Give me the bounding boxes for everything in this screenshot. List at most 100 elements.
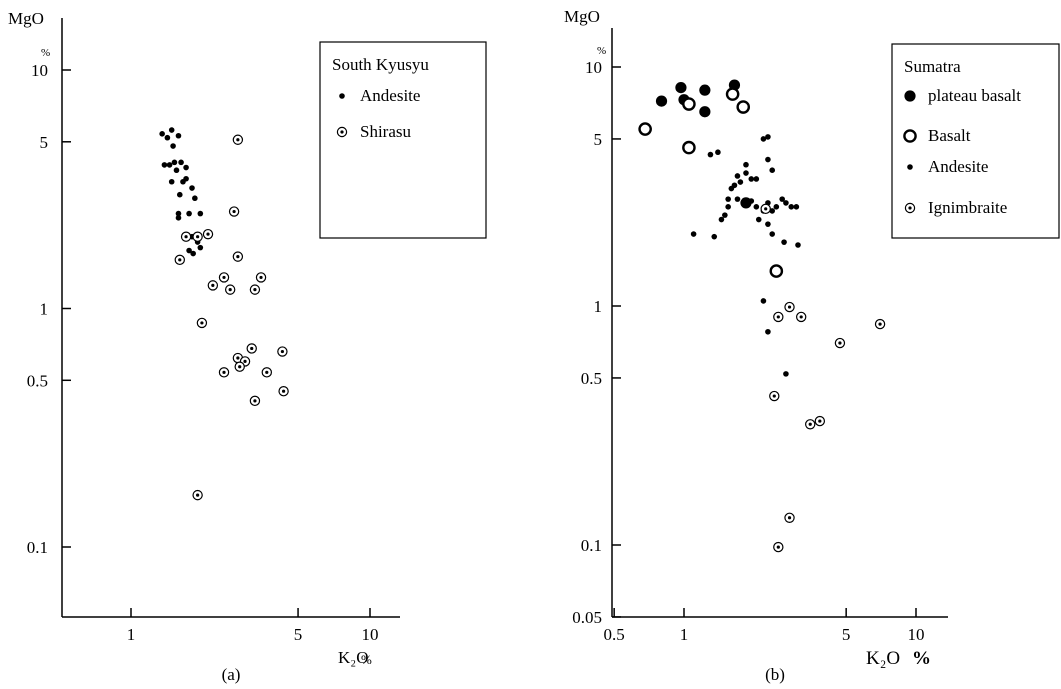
y-tick-label: 1 — [40, 300, 49, 319]
basalt-point — [682, 140, 696, 155]
ignimbraite-point — [760, 203, 771, 215]
andesite-point — [725, 204, 731, 210]
panel-b-caption: (b) — [765, 665, 785, 684]
panel-b-legend-items: plateau basalt Basalt Andesite Ignimbraite — [903, 86, 1021, 217]
legend-label-andesite: Andesite — [360, 86, 420, 105]
panel-b-x-axis-label: K₂O — [866, 648, 900, 669]
panel-a-legend-title: South Kyusyu — [332, 55, 429, 74]
shirasu-point — [218, 272, 230, 283]
ignimbraite-point — [814, 415, 826, 427]
andesite-point — [793, 204, 800, 210]
panel-a-y-unit-label: % — [41, 47, 50, 59]
x-tick-label: 1 — [127, 625, 136, 644]
shirasu-point — [249, 395, 261, 407]
andesite-point — [743, 170, 749, 176]
x-tick-label: 0.5 — [604, 625, 625, 644]
andesite-point — [783, 200, 789, 206]
basalt-point — [682, 97, 696, 111]
andesite-point — [176, 191, 183, 198]
andesite-point — [161, 162, 168, 168]
x-tick-label: 10 — [908, 625, 925, 644]
andesite-point — [707, 151, 714, 158]
panel-b-legend-box — [891, 43, 1060, 239]
shirasu-point — [192, 231, 203, 242]
andesite-point — [753, 204, 760, 210]
panel-b-y-axis-label: MgO — [564, 7, 600, 26]
andesite-point — [781, 239, 787, 245]
panel-b-ticks: 0.5 1 5 10 0.05 0.1 0.5 1 5 10 — [572, 58, 924, 644]
andesite-point — [765, 134, 771, 140]
andesite-point — [743, 161, 749, 168]
legend-marker-andesite — [907, 164, 913, 170]
andesite-point — [795, 242, 801, 248]
andesite-point — [175, 215, 182, 221]
ignimbraite-point — [795, 311, 807, 323]
legend-label-ignimbraite: Ignimbraite — [928, 198, 1007, 217]
andesite-point — [788, 204, 795, 210]
andesite-point — [178, 159, 184, 166]
plateau-basalt-point — [699, 106, 711, 118]
andesite-point — [748, 176, 755, 182]
shirasu-point — [228, 206, 240, 217]
legend-label-plateau-basalt: plateau basalt — [928, 86, 1021, 105]
andesite-point — [760, 298, 767, 304]
y-tick-label: 5 — [594, 130, 603, 149]
andesite-point — [183, 164, 189, 171]
andesite-point — [168, 178, 175, 185]
y-tick-label: 0.05 — [572, 608, 602, 627]
panel-a-legend: South Kyusyu Andesite Shirasu — [319, 41, 487, 239]
andesite-point — [737, 179, 744, 185]
andesite-point — [748, 198, 755, 204]
ignimbraite-point — [834, 337, 846, 349]
legend-marker-basalt — [903, 129, 917, 143]
basalt-point — [725, 87, 740, 101]
ignimbraite-point — [784, 512, 795, 523]
andesite-point — [183, 175, 189, 182]
panel-a-legend-box — [319, 41, 487, 239]
andesite-point — [175, 210, 182, 217]
x-tick-label: 1 — [680, 625, 689, 644]
legend-label-shirasu: Shirasu — [360, 122, 412, 141]
panel-b-points — [638, 79, 886, 553]
andesite-point — [769, 231, 776, 237]
shirasu-point — [249, 284, 261, 295]
shirasu-point — [234, 361, 245, 372]
andesite-point — [197, 244, 204, 251]
andesite-point — [711, 233, 718, 240]
shirasu-point — [277, 346, 288, 357]
x-tick-label: 5 — [842, 625, 851, 644]
ignimbraite-point — [769, 390, 780, 402]
shirasu-point — [232, 251, 244, 262]
andesite-point — [725, 196, 731, 202]
panel-b: 0.5 1 5 10 0.05 0.1 0.5 1 5 10 MgO % K₂O % (b) Su… — [564, 7, 1060, 684]
shirasu-point — [232, 134, 244, 145]
y-tick-label: 0.1 — [581, 536, 602, 555]
panel-b-x-axis-label-group: K₂O % — [866, 648, 931, 669]
andesite-point — [769, 167, 776, 173]
plateau-basalt-point — [655, 95, 668, 107]
andesite-point — [189, 185, 195, 191]
andesite-point — [755, 216, 762, 223]
panel-a-x-axis-label-group: K₂O % — [338, 648, 372, 667]
panel-a-x-unit-label: % — [361, 652, 372, 667]
andesite-point — [186, 247, 192, 254]
andesite-point — [765, 328, 771, 335]
legend-marker-shirasu — [336, 126, 348, 138]
panel-a-ticks: 1 5 10 0.1 0.5 1 5 10 — [27, 61, 379, 644]
shirasu-point — [202, 228, 214, 240]
andesite-point — [190, 250, 196, 257]
panel-b-y-unit-label: % — [597, 45, 606, 57]
panel-a-y-axis-label: MgO — [8, 9, 44, 28]
andesite-point — [164, 134, 171, 141]
panel-b-x-unit-label: % — [912, 648, 931, 669]
andesite-point — [734, 196, 741, 202]
shirasu-point — [180, 231, 192, 242]
panel-a-x-axis-label: K₂O — [338, 648, 368, 667]
shirasu-point — [174, 254, 185, 266]
shirasu-point — [207, 280, 219, 291]
shirasu-point — [255, 272, 267, 283]
plateau-basalt-point — [675, 81, 687, 94]
plateau-basalt-point — [699, 84, 711, 96]
andesite-point — [192, 195, 198, 202]
andesite-point — [718, 216, 725, 223]
